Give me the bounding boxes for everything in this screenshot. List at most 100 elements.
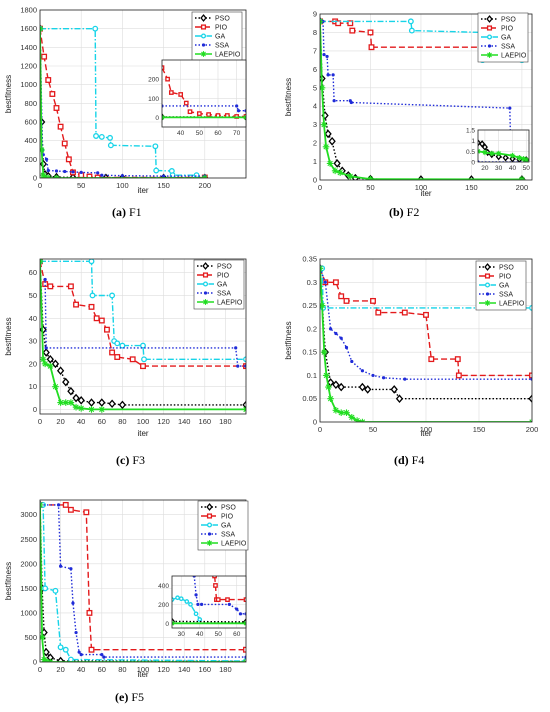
chart-2-inset-frame [477,129,530,163]
chart-5-inset-point-ssa [200,602,204,606]
chart-5-point-ga [57,644,64,651]
chart-2-point-pso [333,159,341,168]
chart-3-ytick-label: 10 [29,382,37,391]
chart-2-point-ga [408,27,415,34]
chart-2-point-laepio [336,169,344,176]
chart-2-xlabel: iter [420,189,431,198]
chart-1-inset-xtick-label: 50 [196,130,204,137]
chart-1-xtick-label: 200 [199,181,212,190]
chart-3-point-pio [109,349,116,356]
chart-4-point-pio [423,311,429,318]
chart-1-inset-point-pio [168,90,174,95]
chart-1-point-ga [107,134,113,141]
chart-3-point-pso [67,386,75,396]
chart-1-ytick-label: 1600 [20,24,37,33]
chart-5-inset-background [172,576,246,628]
chart-2-legend-label-laepio: LAEPIO [501,53,527,60]
chart-5-inset-point-ssa [227,602,231,606]
caption-c-letter: (c) [116,453,130,467]
chart-4-point-ssa [334,331,338,336]
caption-e-name: F5 [131,690,145,704]
chart-5-point-ga [42,585,49,592]
chart-3-xlabel: iter [137,429,148,438]
chart-4-point-pio [343,297,350,304]
chart-1-inset-xtick-label: 60 [214,130,222,137]
chart-2-ytick-label: 5 [313,83,317,92]
chart-3-point-pso [87,398,96,407]
chart-1-point-ga [152,143,159,150]
chart-4-legend-marker-ssa [485,292,490,296]
chart-3-legend: PSO PIO GA SSA LAEPIO [193,259,245,310]
chart-3-xtick-label: 140 [178,417,191,426]
chart-2-xtick-label: 50 [366,183,374,192]
chart-2-legend-marker-laepio [486,52,493,58]
chart-3-xtick-label: 120 [157,417,170,426]
chart-1-point-ssa [44,157,49,161]
chart-4-ytick-label: 0.25 [302,301,317,310]
chart-4-ytick-label: 0.3 [307,278,317,287]
chart-5-legend-label-pso: PSO [221,505,236,512]
chart-5-legend-label-ga: GA [221,523,231,530]
chart-2-point-laepio [322,143,330,151]
chart-2-line-ssa [320,20,522,152]
chart-4-legend-label-ssa: SSA [499,292,513,299]
chart-1-point-ga [98,133,105,140]
chart-1-point-pso [69,173,77,178]
chart-2-point-ssa [349,100,353,105]
chart-1-inset-point-pio [187,109,193,115]
chart-5-inset-point-ga [175,595,180,601]
chart-4-point-laepio [348,414,356,421]
chart-4-xlabel: iter [420,429,431,438]
chart-1-legend: PSO PIO GA SSA LAEPIO [191,11,243,62]
caption-a-letter: (a) [112,205,126,219]
chart-5-xlabel: iter [137,670,148,679]
chart-2-legend-marker-ga [486,34,493,40]
chart-1-inset-ytick-label: 200 [148,77,159,84]
chart-2-inset-point-laepio [509,152,516,159]
chart-1-point-laepio [40,146,45,154]
chart-4-frame [319,258,533,423]
chart-5-legend-marker-pio [206,513,213,519]
chart-3-frame [39,258,247,415]
chart-3-point-pso [242,400,246,410]
chart-5-point-ga [52,587,59,594]
chart-1-inset-point-pio [178,92,184,97]
chart-1-legend-marker-pso [200,14,207,22]
chart-1-legend-label-pso: PSO [215,16,230,23]
chart-2-point-ssa [508,106,512,110]
chart-1-point-ga [153,167,160,174]
chart-2-ytick-label: 9 [313,10,317,19]
chart-2-frame [319,13,533,181]
chart-5-inset-ytick-label: 400 [158,583,169,590]
chart-5-point-ssa [71,601,75,605]
chart-3-point-pio [67,283,74,290]
chart-5-point-pso [56,656,65,662]
chart-2-legend-marker-pso [486,15,493,23]
chart-4-ytick-label: 0.35 [302,255,317,264]
chart-5-xtick-label: 20 [56,665,64,674]
chart-4-point-pio [370,297,376,304]
chart-3-ytick-label: 50 [29,291,37,300]
chart-4-point-laepio [327,395,334,403]
chart-3-point-pio [104,326,110,333]
chart-5-inset-point-ssa [235,607,239,611]
chart-1-legend-marker-laepio [200,51,207,57]
chart-2-line-laepio [320,21,522,180]
caption-e: (e) F5 [115,690,144,705]
chart-3-point-pso [77,396,85,405]
chart-1-point-pio [53,105,60,111]
chart-3-ytick-label: 60 [29,268,37,277]
chart-1-point-ga [107,142,114,149]
chart-2-inset-series [478,139,529,162]
caption-b: (b) F2 [389,205,419,220]
chart-3-point-pio [47,283,54,290]
chart-4-point-ssa [382,376,386,380]
chart-1-ytick-label: 1800 [20,6,37,15]
chart-1-inset-point-ssa [236,109,241,113]
chart-3-legend-label-ssa: SSA [217,291,231,298]
chart-4-xtick-label: 0 [318,425,322,434]
chart-5-inset-point-ga [178,596,184,602]
chart-3: 0 20 40 60 80 100 120 140 160 180 0 10 20 30 40 50 60 ite… [4,258,247,438]
chart-5-xtick-label: 100 [137,665,150,674]
